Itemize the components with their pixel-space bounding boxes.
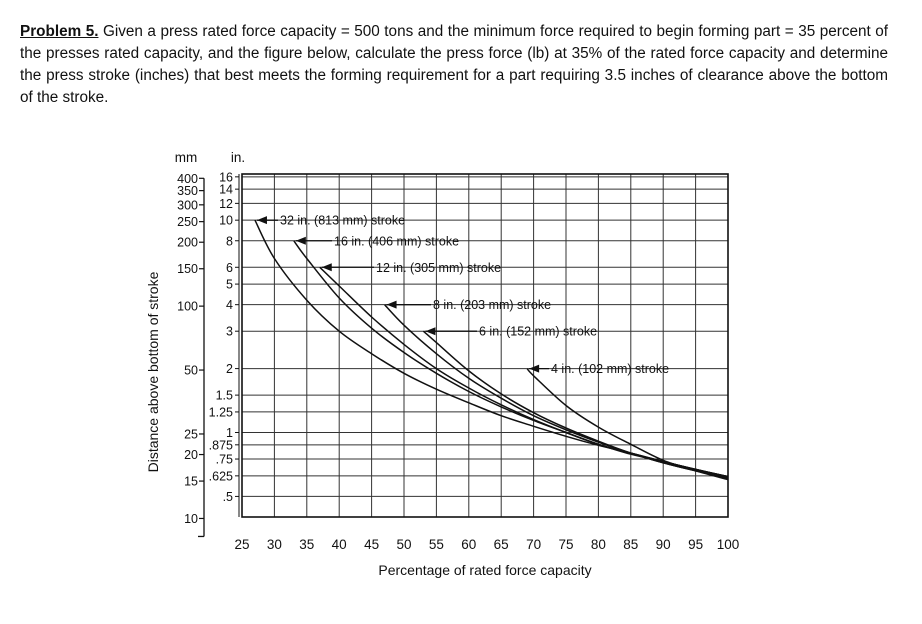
inch-tick-label: .75 bbox=[216, 453, 233, 467]
inch-tick-label: 6 bbox=[226, 261, 233, 275]
plot-frame bbox=[241, 173, 729, 518]
inch-tick-label: 1 bbox=[226, 426, 233, 440]
curve-labels: 32 in. (813 mm) stroke 16 in. (406 mm) st… bbox=[256, 214, 669, 376]
mm-tick-label: 15 bbox=[184, 475, 198, 489]
arrow-head-icon bbox=[321, 263, 332, 272]
curve-6in-stroke bbox=[422, 330, 729, 479]
x-tick-label: 50 bbox=[396, 537, 411, 552]
mm-tick-label: 200 bbox=[177, 236, 198, 250]
y-axis-label: Distance above bottom of stroke bbox=[145, 271, 161, 472]
curve-label: 12 in. (305 mm) stroke bbox=[376, 261, 501, 275]
inch-tick-label: 4 bbox=[226, 298, 233, 312]
inch-tick-label: 1.5 bbox=[216, 389, 233, 403]
x-tick-label: 45 bbox=[364, 537, 379, 552]
mm-tick-label: 400 bbox=[177, 172, 198, 186]
mm-tick-label: 250 bbox=[177, 215, 198, 229]
mm-tick-label: 350 bbox=[177, 184, 198, 198]
inch-tick-label: 3 bbox=[226, 325, 233, 339]
x-tick-label: 35 bbox=[299, 537, 314, 552]
inch-tick-label: 2 bbox=[226, 362, 233, 376]
arrow-head-icon bbox=[425, 327, 436, 336]
x-tick-label: 75 bbox=[558, 537, 573, 552]
arrow-head-icon bbox=[386, 300, 397, 309]
inch-tick-label: 10 bbox=[219, 214, 233, 228]
curve-32in-stroke bbox=[254, 219, 729, 478]
inch-tick-label: 5 bbox=[226, 278, 233, 292]
mm-tick-label: 25 bbox=[184, 427, 198, 441]
x-tick-label: 25 bbox=[234, 537, 249, 552]
stroke-curves bbox=[254, 219, 729, 481]
problem-text: Given a press rated force capacity = 500… bbox=[20, 23, 888, 107]
x-tick-label: 80 bbox=[591, 537, 606, 552]
inch-unit-label: in. bbox=[231, 150, 245, 165]
x-tick-label: 40 bbox=[332, 537, 347, 552]
problem-label: Problem 5. bbox=[20, 23, 99, 41]
mm-tick-label: 300 bbox=[177, 198, 198, 212]
chart-grid bbox=[241, 173, 729, 518]
x-tick-label: 65 bbox=[494, 537, 509, 552]
x-tick-label: 30 bbox=[267, 537, 282, 552]
curve-label: 8 in. (203 mm) stroke bbox=[433, 298, 551, 312]
mm-tick-label: 100 bbox=[177, 300, 198, 314]
curve-label: 32 in. (813 mm) stroke bbox=[280, 214, 405, 228]
curve-4in-stroke bbox=[526, 368, 729, 481]
x-tick-label: 60 bbox=[461, 537, 476, 552]
curve-label: 4 in. (102 mm) stroke bbox=[551, 362, 669, 376]
curve-label: 6 in. (152 mm) stroke bbox=[479, 325, 597, 339]
inch-tick-label: .875 bbox=[209, 438, 233, 452]
inch-tick-label: 14 bbox=[219, 183, 233, 197]
chart-axes: 25 30 35 40 45 50 55 60 65 70 75 80 85 90 95 100Percent… bbox=[145, 150, 739, 578]
x-axis-label: Percentage of rated force capacity bbox=[378, 562, 591, 578]
mm-unit-label: mm bbox=[175, 150, 198, 165]
mm-tick-label: 150 bbox=[177, 262, 198, 276]
inch-tick-label: .625 bbox=[209, 469, 233, 483]
curve-12in-stroke bbox=[319, 266, 729, 478]
mm-tick-label: 20 bbox=[184, 448, 198, 462]
x-tick-label: 90 bbox=[656, 537, 671, 552]
x-tick-label: 55 bbox=[429, 537, 444, 552]
inch-tick-label: 1.25 bbox=[209, 405, 233, 419]
curve-label: 16 in. (406 mm) stroke bbox=[334, 234, 459, 248]
arrow-head-icon bbox=[256, 216, 267, 225]
x-tick-label: 70 bbox=[526, 537, 541, 552]
mm-tick-label: 50 bbox=[184, 364, 198, 378]
problem-statement: Problem 5. Given a press rated force cap… bbox=[20, 21, 888, 109]
x-tick-label: 100 bbox=[717, 537, 740, 552]
inch-tick-label: .5 bbox=[223, 490, 233, 504]
x-tick-label: 95 bbox=[688, 537, 703, 552]
inch-tick-label: 12 bbox=[219, 197, 233, 211]
arrow-head-icon bbox=[529, 364, 540, 373]
inch-tick-label: 8 bbox=[226, 234, 233, 248]
mm-tick-label: 10 bbox=[184, 512, 198, 526]
inch-tick-label: 16 bbox=[219, 170, 233, 184]
arrow-head-icon bbox=[295, 236, 306, 245]
x-tick-label: 85 bbox=[623, 537, 638, 552]
